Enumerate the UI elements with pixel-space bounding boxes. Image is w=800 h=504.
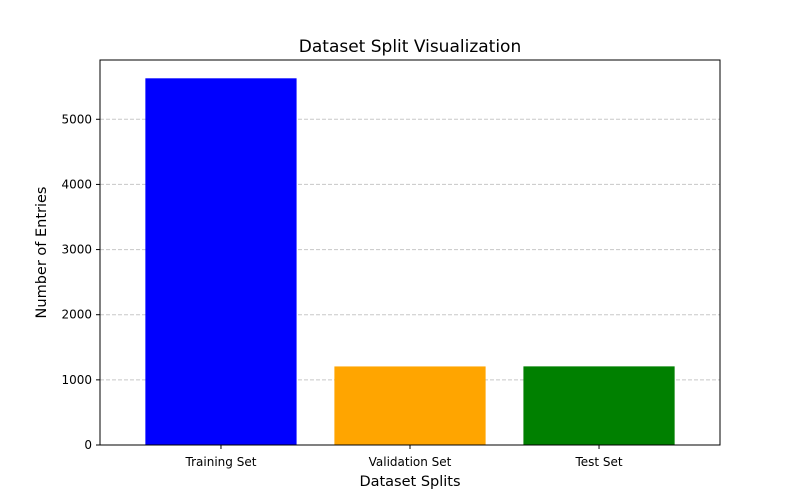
- x-tick-label: Validation Set: [369, 455, 452, 469]
- x-tick-label: Test Set: [574, 455, 622, 469]
- y-tick-label: 3000: [61, 243, 92, 257]
- y-tick-label: 0: [84, 438, 92, 452]
- y-axis-ticks: 0 1000 2000 3000 4000 5000: [61, 112, 100, 452]
- bar-test-set: [523, 366, 675, 445]
- y-axis-label: Number of Entries: [34, 187, 50, 319]
- y-tick-label: 2000: [61, 308, 92, 322]
- x-axis-ticks: Training Set Validation Set Test Set: [185, 445, 623, 469]
- y-tick-label: 4000: [61, 177, 92, 191]
- y-tick-label: 5000: [61, 112, 92, 126]
- y-tick-label: 1000: [61, 373, 92, 387]
- x-axis-label: Dataset Splits: [359, 474, 460, 490]
- bars: [145, 78, 675, 445]
- bar-training-set: [145, 78, 297, 445]
- bar-validation-set: [334, 366, 486, 445]
- x-tick-label: Training Set: [185, 455, 257, 469]
- chart-title: Dataset Split Visualization: [299, 37, 521, 57]
